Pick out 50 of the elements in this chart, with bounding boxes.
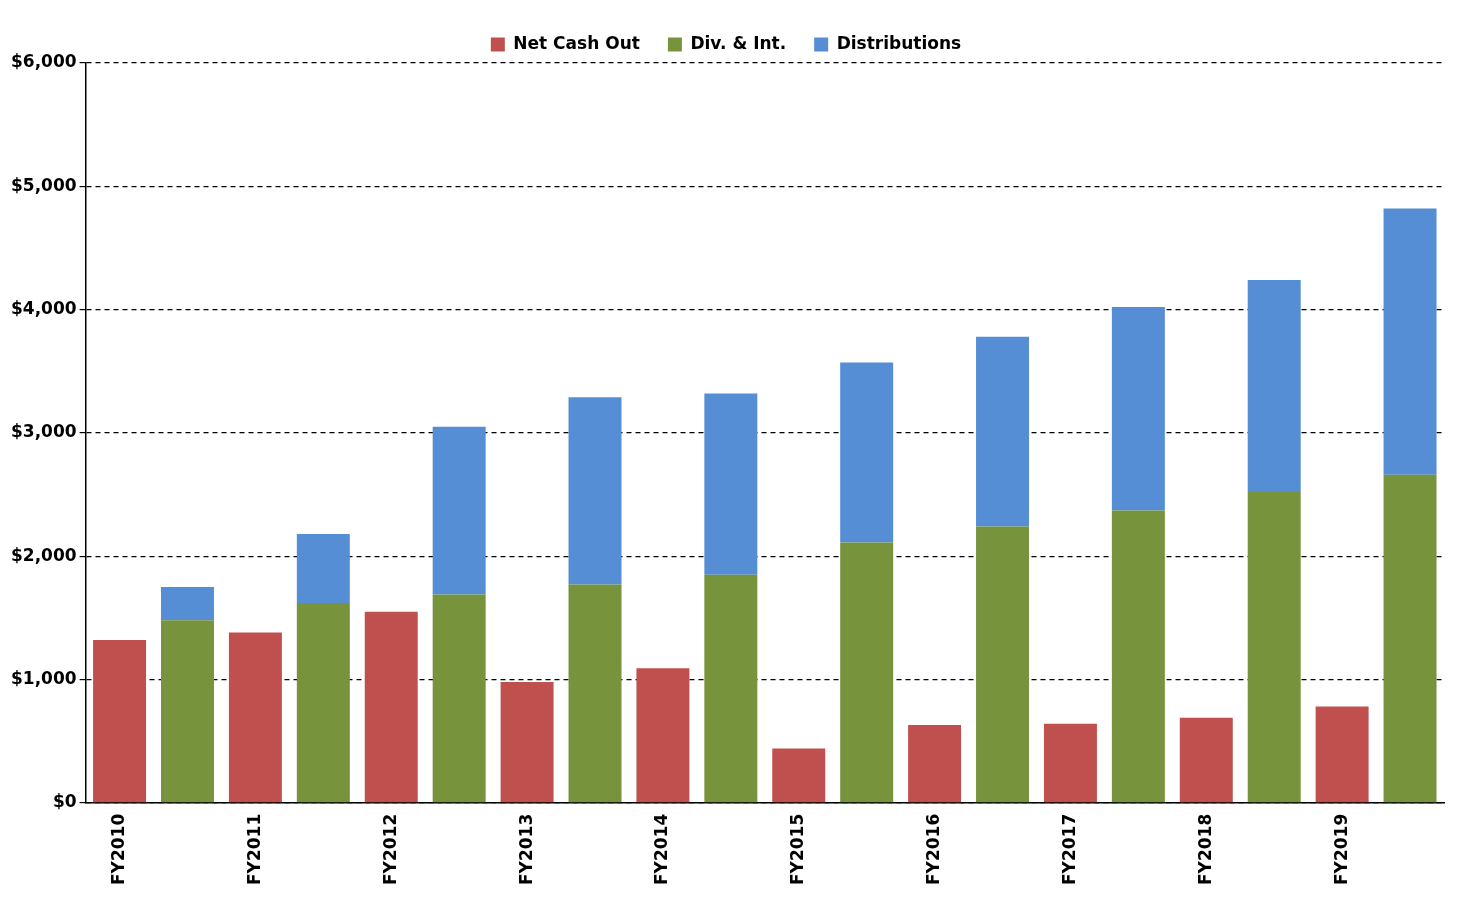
- bar: [296, 603, 350, 803]
- bar: [636, 668, 690, 803]
- bar: [432, 426, 486, 595]
- x-tick-label: FY2016: [923, 813, 944, 886]
- bar: [1247, 280, 1301, 493]
- bar: [160, 620, 214, 803]
- x-tick-label: FY2011: [243, 813, 264, 886]
- x-tick-label: FY2010: [107, 813, 128, 886]
- bar: [976, 336, 1030, 527]
- bar: [1315, 706, 1369, 803]
- bar: [1383, 474, 1437, 803]
- x-tick-label: FY2012: [379, 813, 400, 886]
- bar: [568, 584, 622, 803]
- legend-label: Net Cash Out: [513, 32, 640, 53]
- legend-label: Div. & Int.: [690, 32, 787, 53]
- bar: [568, 397, 622, 585]
- bar: [704, 393, 758, 575]
- legend-label: Distributions: [836, 32, 962, 53]
- bar: [1111, 510, 1165, 803]
- bar: [1247, 492, 1301, 803]
- y-tick-label: $6,000: [10, 51, 77, 72]
- y-tick-label: $5,000: [10, 174, 77, 195]
- y-tick-label: $4,000: [10, 298, 77, 319]
- bar: [704, 574, 758, 803]
- bar: [1179, 717, 1233, 803]
- x-tick-label: FY2019: [1330, 813, 1351, 886]
- bar: [228, 632, 282, 803]
- bar: [500, 681, 554, 803]
- bar: [432, 594, 486, 803]
- bar: [840, 362, 894, 543]
- x-tick-label: FY2015: [787, 813, 808, 886]
- bar: [364, 611, 418, 803]
- bar: [1383, 208, 1437, 475]
- bar: [908, 725, 962, 803]
- x-tick-label: FY2013: [515, 813, 536, 886]
- bar: [93, 640, 147, 803]
- bar: [772, 748, 826, 803]
- bar: [976, 526, 1030, 803]
- x-tick-label: FY2014: [651, 813, 672, 886]
- bar: [1043, 723, 1097, 803]
- bar: [296, 533, 350, 604]
- y-tick-label: $2,000: [10, 544, 77, 565]
- x-tick-label: FY2017: [1058, 813, 1079, 886]
- x-tick-label: FY2018: [1194, 813, 1215, 886]
- y-tick-label: $0: [52, 791, 77, 812]
- bar: [1111, 307, 1165, 511]
- bar: [840, 542, 894, 803]
- y-tick-label: $1,000: [10, 667, 77, 688]
- bar: [160, 587, 214, 621]
- y-tick-label: $3,000: [10, 421, 77, 442]
